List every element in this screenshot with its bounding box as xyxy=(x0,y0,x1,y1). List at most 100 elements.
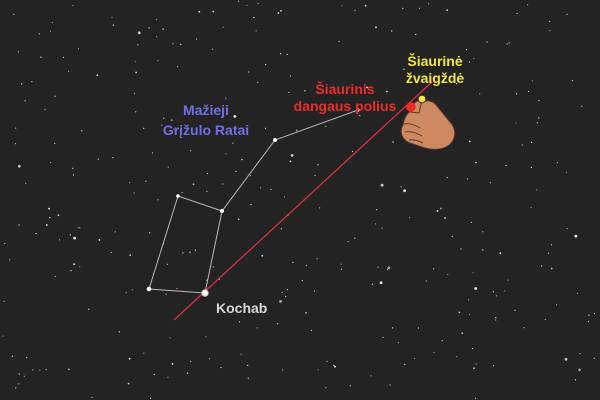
star-kochab xyxy=(201,289,209,297)
background-star xyxy=(32,369,34,371)
background-star xyxy=(255,30,257,32)
background-star xyxy=(73,236,76,240)
background-star xyxy=(91,396,93,398)
background-star xyxy=(451,235,453,238)
background-star xyxy=(148,27,150,29)
background-star xyxy=(156,18,158,21)
background-star xyxy=(326,360,328,362)
background-star xyxy=(153,373,155,376)
background-star xyxy=(233,115,237,118)
background-star xyxy=(495,317,497,319)
background-star xyxy=(222,26,224,28)
background-star xyxy=(237,218,240,221)
background-star xyxy=(238,0,240,2)
background-star xyxy=(375,26,377,29)
background-star xyxy=(574,234,578,238)
background-star xyxy=(9,259,11,261)
background-star xyxy=(566,13,568,15)
background-star xyxy=(456,83,458,85)
background-star xyxy=(176,66,179,68)
background-star xyxy=(15,127,17,129)
background-star xyxy=(593,312,596,315)
background-star xyxy=(232,142,234,144)
background-star xyxy=(11,355,13,357)
background-star xyxy=(54,95,56,97)
background-star xyxy=(206,190,208,192)
background-star xyxy=(205,336,207,338)
background-star xyxy=(382,336,384,338)
polaris-label-line2: žvaigždė xyxy=(406,70,465,86)
background-star xyxy=(248,71,250,73)
background-star xyxy=(72,167,74,169)
red-dot-icon xyxy=(406,102,416,112)
background-star xyxy=(54,142,56,145)
background-star xyxy=(264,127,267,129)
background-star xyxy=(167,166,169,168)
background-star xyxy=(415,33,417,36)
background-star xyxy=(133,93,136,95)
background-star xyxy=(370,375,372,377)
background-star xyxy=(169,337,171,339)
background-star xyxy=(516,12,518,14)
constellation-label-line2: Grįžulo Ratai xyxy=(163,122,249,138)
pole-label-line2: dangaus polius xyxy=(294,98,397,114)
background-star xyxy=(305,312,307,314)
background-star xyxy=(247,377,249,379)
background-star xyxy=(114,231,116,233)
background-star xyxy=(277,323,279,325)
background-star xyxy=(419,7,421,9)
background-star xyxy=(474,287,478,290)
background-star xyxy=(189,251,191,254)
background-star xyxy=(206,172,208,175)
background-star xyxy=(471,347,474,350)
background-star xyxy=(23,375,25,377)
background-star xyxy=(403,68,405,70)
background-star xyxy=(470,221,472,223)
background-star xyxy=(35,232,37,235)
background-star xyxy=(3,300,5,302)
background-star xyxy=(317,164,319,166)
background-star xyxy=(587,320,590,323)
background-star xyxy=(137,44,139,46)
background-star xyxy=(493,365,495,367)
background-star xyxy=(565,171,568,173)
background-star xyxy=(135,71,138,74)
background-star xyxy=(433,351,435,354)
background-star xyxy=(150,397,152,399)
background-star xyxy=(566,227,568,230)
background-star xyxy=(334,365,336,368)
background-star xyxy=(72,5,74,7)
kochab-label: Kochab xyxy=(216,300,267,316)
background-star xyxy=(541,265,543,267)
background-star xyxy=(170,119,173,121)
background-star xyxy=(446,9,448,12)
background-star xyxy=(225,97,227,99)
background-star xyxy=(166,263,168,265)
background-star xyxy=(319,207,321,209)
background-star xyxy=(79,266,81,268)
background-star xyxy=(39,369,41,371)
background-star xyxy=(354,237,356,239)
background-star xyxy=(190,360,192,362)
background-star xyxy=(341,5,343,7)
background-star xyxy=(135,111,137,113)
background-star xyxy=(579,353,581,355)
background-star xyxy=(364,4,367,7)
background-star xyxy=(404,363,406,365)
background-star xyxy=(240,353,242,355)
background-star xyxy=(165,293,167,295)
background-star xyxy=(433,268,435,270)
background-star xyxy=(444,217,446,219)
background-star xyxy=(14,143,17,145)
background-star xyxy=(314,290,316,292)
background-star xyxy=(441,340,443,342)
background-star xyxy=(253,16,255,19)
background-star xyxy=(391,30,393,32)
background-star xyxy=(578,368,581,372)
background-star xyxy=(162,28,165,31)
background-star xyxy=(380,183,384,187)
background-star xyxy=(24,100,26,102)
background-star xyxy=(225,153,227,155)
background-star xyxy=(436,210,439,212)
